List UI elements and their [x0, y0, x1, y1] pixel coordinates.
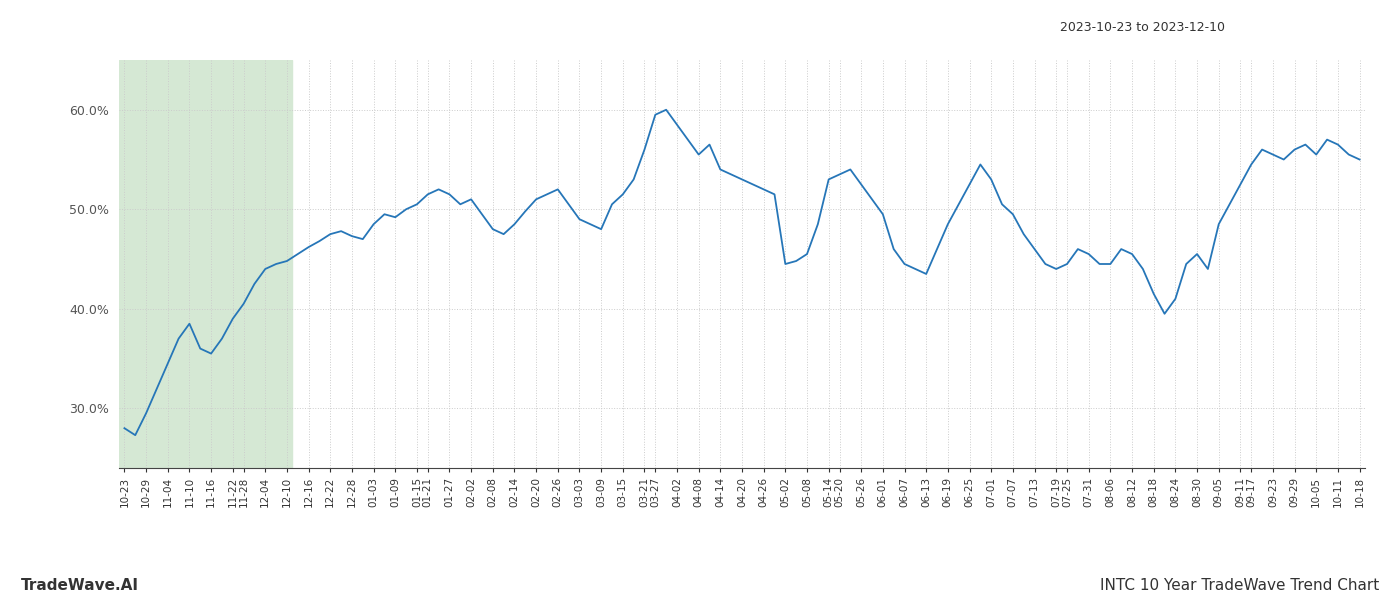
Text: TradeWave.AI: TradeWave.AI — [21, 578, 139, 593]
Bar — [119, 60, 293, 468]
Text: 2023-10-23 to 2023-12-10: 2023-10-23 to 2023-12-10 — [1060, 21, 1225, 34]
Text: INTC 10 Year TradeWave Trend Chart: INTC 10 Year TradeWave Trend Chart — [1100, 578, 1379, 593]
